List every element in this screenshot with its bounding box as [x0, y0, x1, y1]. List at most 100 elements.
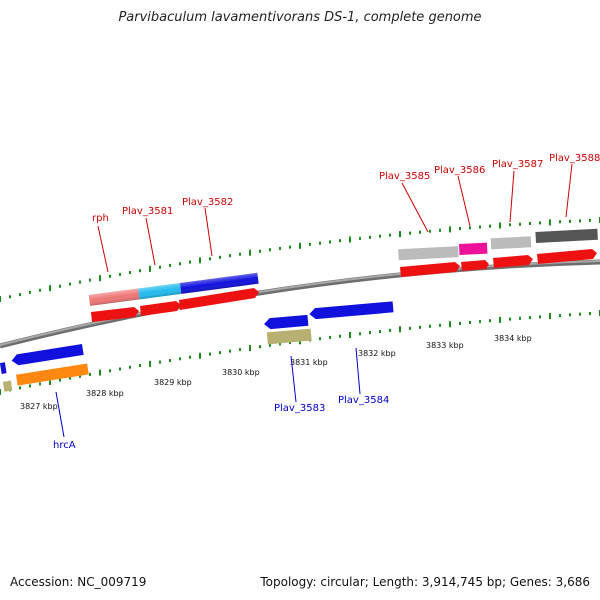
plav-3581-cds-arrow[interactable]: [140, 301, 181, 316]
gene-label-plav-3583[interactable]: Plav_3583: [274, 403, 325, 414]
minor-tick: [439, 228, 441, 232]
minor-tick: [29, 290, 31, 294]
minor-tick: [169, 359, 171, 362]
minor-tick: [359, 236, 361, 240]
minor-tick: [489, 224, 491, 228]
upper-gene-labels: rph Plav_3581 Plav_3582 Plav_3585 Plav_3…: [92, 153, 600, 273]
minor-tick: [289, 245, 291, 249]
minor-tick: [39, 288, 41, 292]
minor-tick: [379, 234, 381, 238]
major-tick: [99, 369, 101, 376]
scale-label: 3831 kbp: [290, 358, 328, 367]
minor-tick: [189, 260, 191, 264]
plav-3588-gene-bar[interactable]: [535, 228, 598, 244]
gene-label-rph[interactable]: rph: [92, 213, 109, 224]
gene-label-plav-3588[interactable]: Plav_3588: [549, 153, 600, 164]
gene-label-plav-3585[interactable]: Plav_3585: [379, 171, 430, 182]
gene-label-plav-3581[interactable]: Plav_3581: [122, 206, 173, 217]
minor-tick: [539, 221, 541, 225]
plav-3586-gene-bar[interactable]: [458, 242, 488, 256]
plav-3587-cds-arrow[interactable]: [493, 255, 533, 268]
minor-tick: [529, 222, 531, 225]
minor-tick: [259, 345, 261, 349]
plav-3584-blue-arrow[interactable]: [309, 301, 394, 320]
major-tick: [0, 296, 1, 302]
plav-3583-khaki-bar[interactable]: [266, 328, 312, 345]
minor-tick: [469, 321, 471, 324]
plav-3583-blue-arrow[interactable]: [264, 314, 309, 330]
minor-tick: [369, 235, 371, 239]
scale-label: 3827 kbp: [20, 402, 58, 411]
minor-tick: [59, 378, 61, 382]
accession-text: Accession: NC_009719: [10, 575, 147, 589]
upper-gene-track: [0, 228, 598, 392]
major-tick: [349, 236, 351, 243]
minor-tick: [509, 317, 511, 321]
minor-tick: [389, 233, 391, 237]
minor-tick: [329, 240, 331, 244]
plav-3585-gene-bar[interactable]: [398, 246, 459, 261]
plav-3587-gene-bar[interactable]: [490, 236, 532, 250]
minor-tick: [219, 255, 221, 259]
major-tick: [449, 321, 451, 328]
minor-tick: [439, 323, 441, 327]
minor-tick: [159, 265, 161, 269]
gene-label-plav-3584[interactable]: Plav_3584: [338, 395, 389, 406]
minor-tick: [209, 352, 211, 356]
major-tick: [249, 249, 251, 256]
plav-3582-cds-arrow[interactable]: [179, 288, 259, 310]
scale-label: 3833 kbp: [426, 341, 464, 350]
gene-label-plav-3587[interactable]: Plav_3587: [492, 159, 543, 170]
minor-tick: [79, 280, 81, 284]
minor-tick: [129, 271, 131, 274]
left-khaki-bar[interactable]: [2, 380, 13, 392]
minor-tick: [569, 219, 571, 223]
major-tick: [249, 345, 251, 352]
minor-tick: [429, 324, 431, 328]
major-tick: [99, 275, 101, 282]
minor-tick: [109, 369, 111, 373]
minor-tick: [129, 365, 131, 369]
major-tick: [349, 332, 351, 338]
minor-tick: [319, 241, 321, 245]
minor-tick: [39, 382, 41, 386]
rph-cds-arrow[interactable]: [91, 307, 139, 322]
major-tick: [199, 257, 201, 264]
minor-tick: [569, 313, 571, 317]
minor-tick: [69, 282, 71, 286]
minor-tick: [169, 263, 171, 267]
minor-tick: [559, 220, 561, 224]
minor-tick: [589, 218, 591, 222]
minor-tick: [219, 351, 221, 355]
minor-tick: [159, 360, 161, 364]
minor-tick: [279, 342, 281, 346]
minor-tick: [19, 386, 21, 390]
minor-tick: [589, 312, 591, 316]
gene-label-plav-3586[interactable]: Plav_3586: [434, 165, 485, 176]
plav-3586-cds-arrow[interactable]: [461, 260, 489, 271]
plav-3585-cds-arrow[interactable]: [400, 262, 460, 277]
gene-label-plav-3582[interactable]: Plav_3582: [182, 197, 233, 208]
minor-tick: [89, 278, 91, 282]
minor-tick: [369, 331, 371, 335]
minor-tick: [229, 349, 231, 353]
minor-tick: [329, 335, 331, 339]
left-blue-arrow[interactable]: [0, 362, 7, 374]
hrca-gene-bar[interactable]: [15, 363, 89, 386]
hrca-blue-arrow[interactable]: [11, 344, 84, 366]
minor-tick: [89, 372, 91, 376]
minor-tick: [509, 223, 511, 227]
scale-label: 3829 kbp: [154, 378, 192, 387]
minor-tick: [489, 319, 491, 323]
minor-tick: [279, 246, 281, 250]
gene-label-hrca[interactable]: hrcA: [53, 440, 76, 451]
minor-tick: [139, 269, 141, 273]
plav-3588-cds-arrow[interactable]: [537, 249, 597, 264]
minor-tick: [339, 334, 341, 338]
minor-tick: [139, 364, 141, 367]
minor-tick: [539, 315, 541, 319]
minor-tick: [519, 222, 521, 226]
minor-tick: [239, 252, 241, 256]
major-tick: [499, 222, 501, 229]
